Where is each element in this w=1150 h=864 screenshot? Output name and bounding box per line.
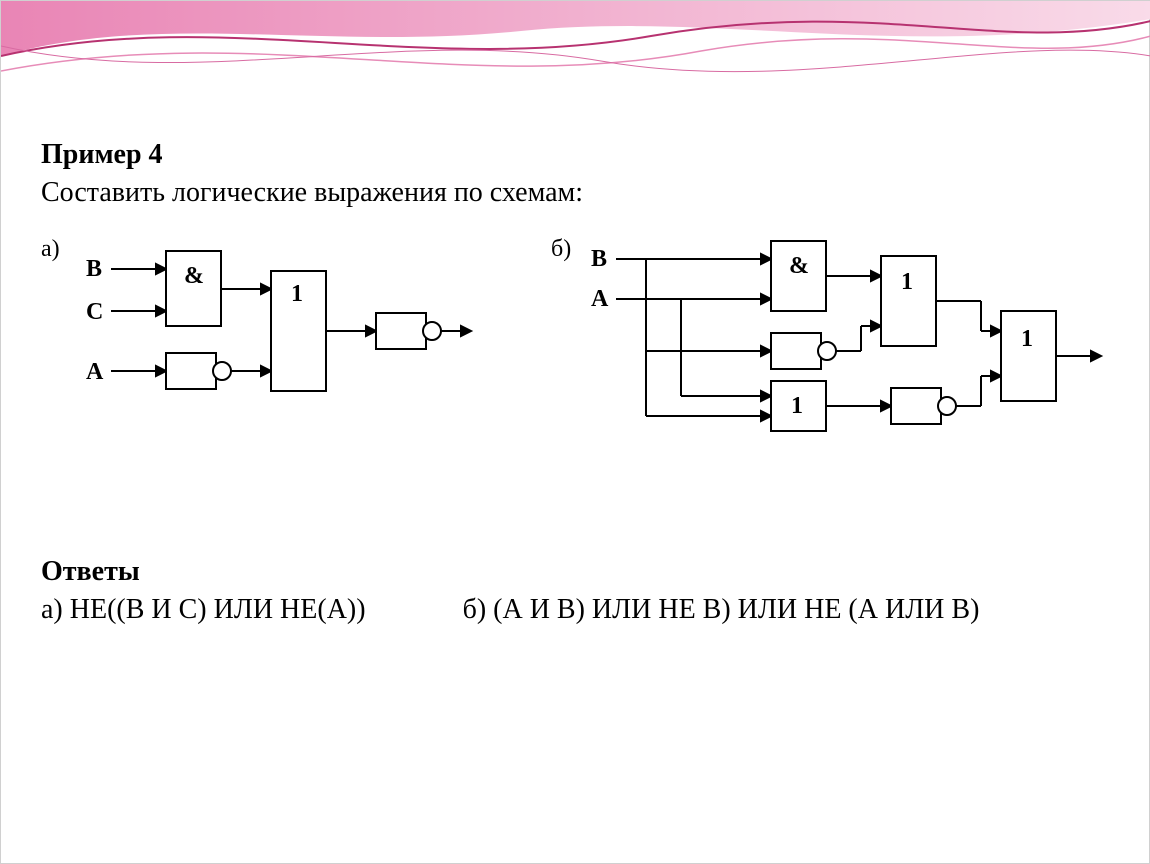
answer-a: а) НЕ((В И С) ИЛИ НЕ(А)) (41, 594, 366, 626)
input-a: A (591, 286, 609, 312)
diagram-a: B C A & 1 (71, 241, 501, 431)
input-b: B (591, 246, 607, 272)
or-top-symbol: 1 (901, 269, 913, 295)
heading-title: Пример 4 (41, 139, 163, 170)
decorative-wave (1, 1, 1150, 141)
or-final-symbol: 1 (1021, 326, 1033, 352)
diagram-b-label: б) (551, 236, 571, 263)
slide: Пример 4 Составить логические выражения … (0, 0, 1150, 864)
answer-b: б) (А И В) ИЛИ НЕ В) ИЛИ НЕ (А ИЛИ В) (463, 594, 980, 625)
answers-heading: Ответы (41, 556, 140, 587)
input-c: C (86, 299, 103, 325)
diagram-a-label: а) (41, 236, 60, 263)
or-symbol: 1 (291, 281, 303, 307)
heading-subtitle: Составить логические выражения по схемам… (41, 177, 583, 208)
heading: Пример 4 Составить логические выражения … (41, 136, 583, 212)
and-symbol: & (789, 253, 809, 279)
input-a: A (86, 359, 104, 385)
or-ab-symbol: 1 (791, 393, 803, 419)
and-symbol: & (184, 263, 204, 289)
answers: Ответы а) НЕ((В И С) ИЛИ НЕ(А)) б) (А И … (41, 556, 979, 626)
diagram-b: B A & 1 (581, 231, 1141, 461)
input-b: B (86, 256, 102, 282)
